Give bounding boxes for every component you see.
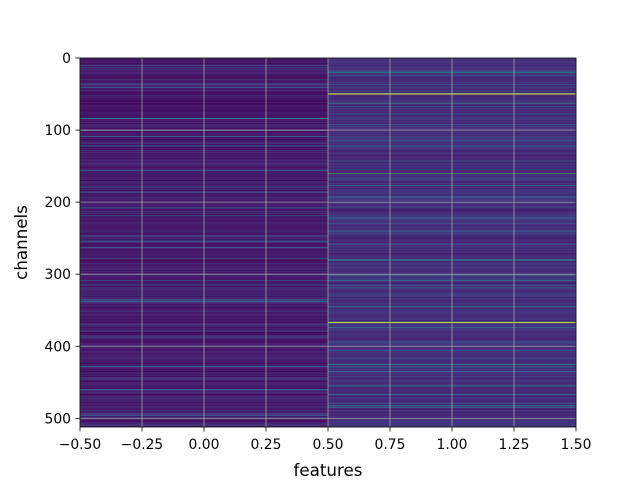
x-tick-label: 0.75 [375,437,406,453]
x-tick-label: 1.50 [561,437,592,453]
y-tick-label: 300 [44,267,71,283]
x-axis-label: features [294,460,363,480]
y-tick-label: 500 [44,411,71,427]
x-tick-label: −0.50 [59,437,102,453]
x-axis-ticks: −0.50 −0.25 0.00 0.25 0.50 0.75 1.00 1.25 1.50 [59,427,592,453]
y-axis-label: channels [11,205,31,280]
y-tick-label: 400 [44,339,71,355]
x-tick-label: 0.50 [313,437,344,453]
y-tick-label: 0 [62,51,71,67]
y-tick-label: 100 [44,123,71,139]
x-tick-label: 1.00 [437,437,468,453]
x-tick-label: 1.25 [499,437,530,453]
x-tick-label: 0.00 [189,437,220,453]
y-tick-label: 200 [44,195,71,211]
x-tick-label: −0.25 [121,437,164,453]
x-tick-label: 0.25 [251,437,282,453]
y-axis-ticks: 0 100 200 300 400 500 [44,51,80,427]
